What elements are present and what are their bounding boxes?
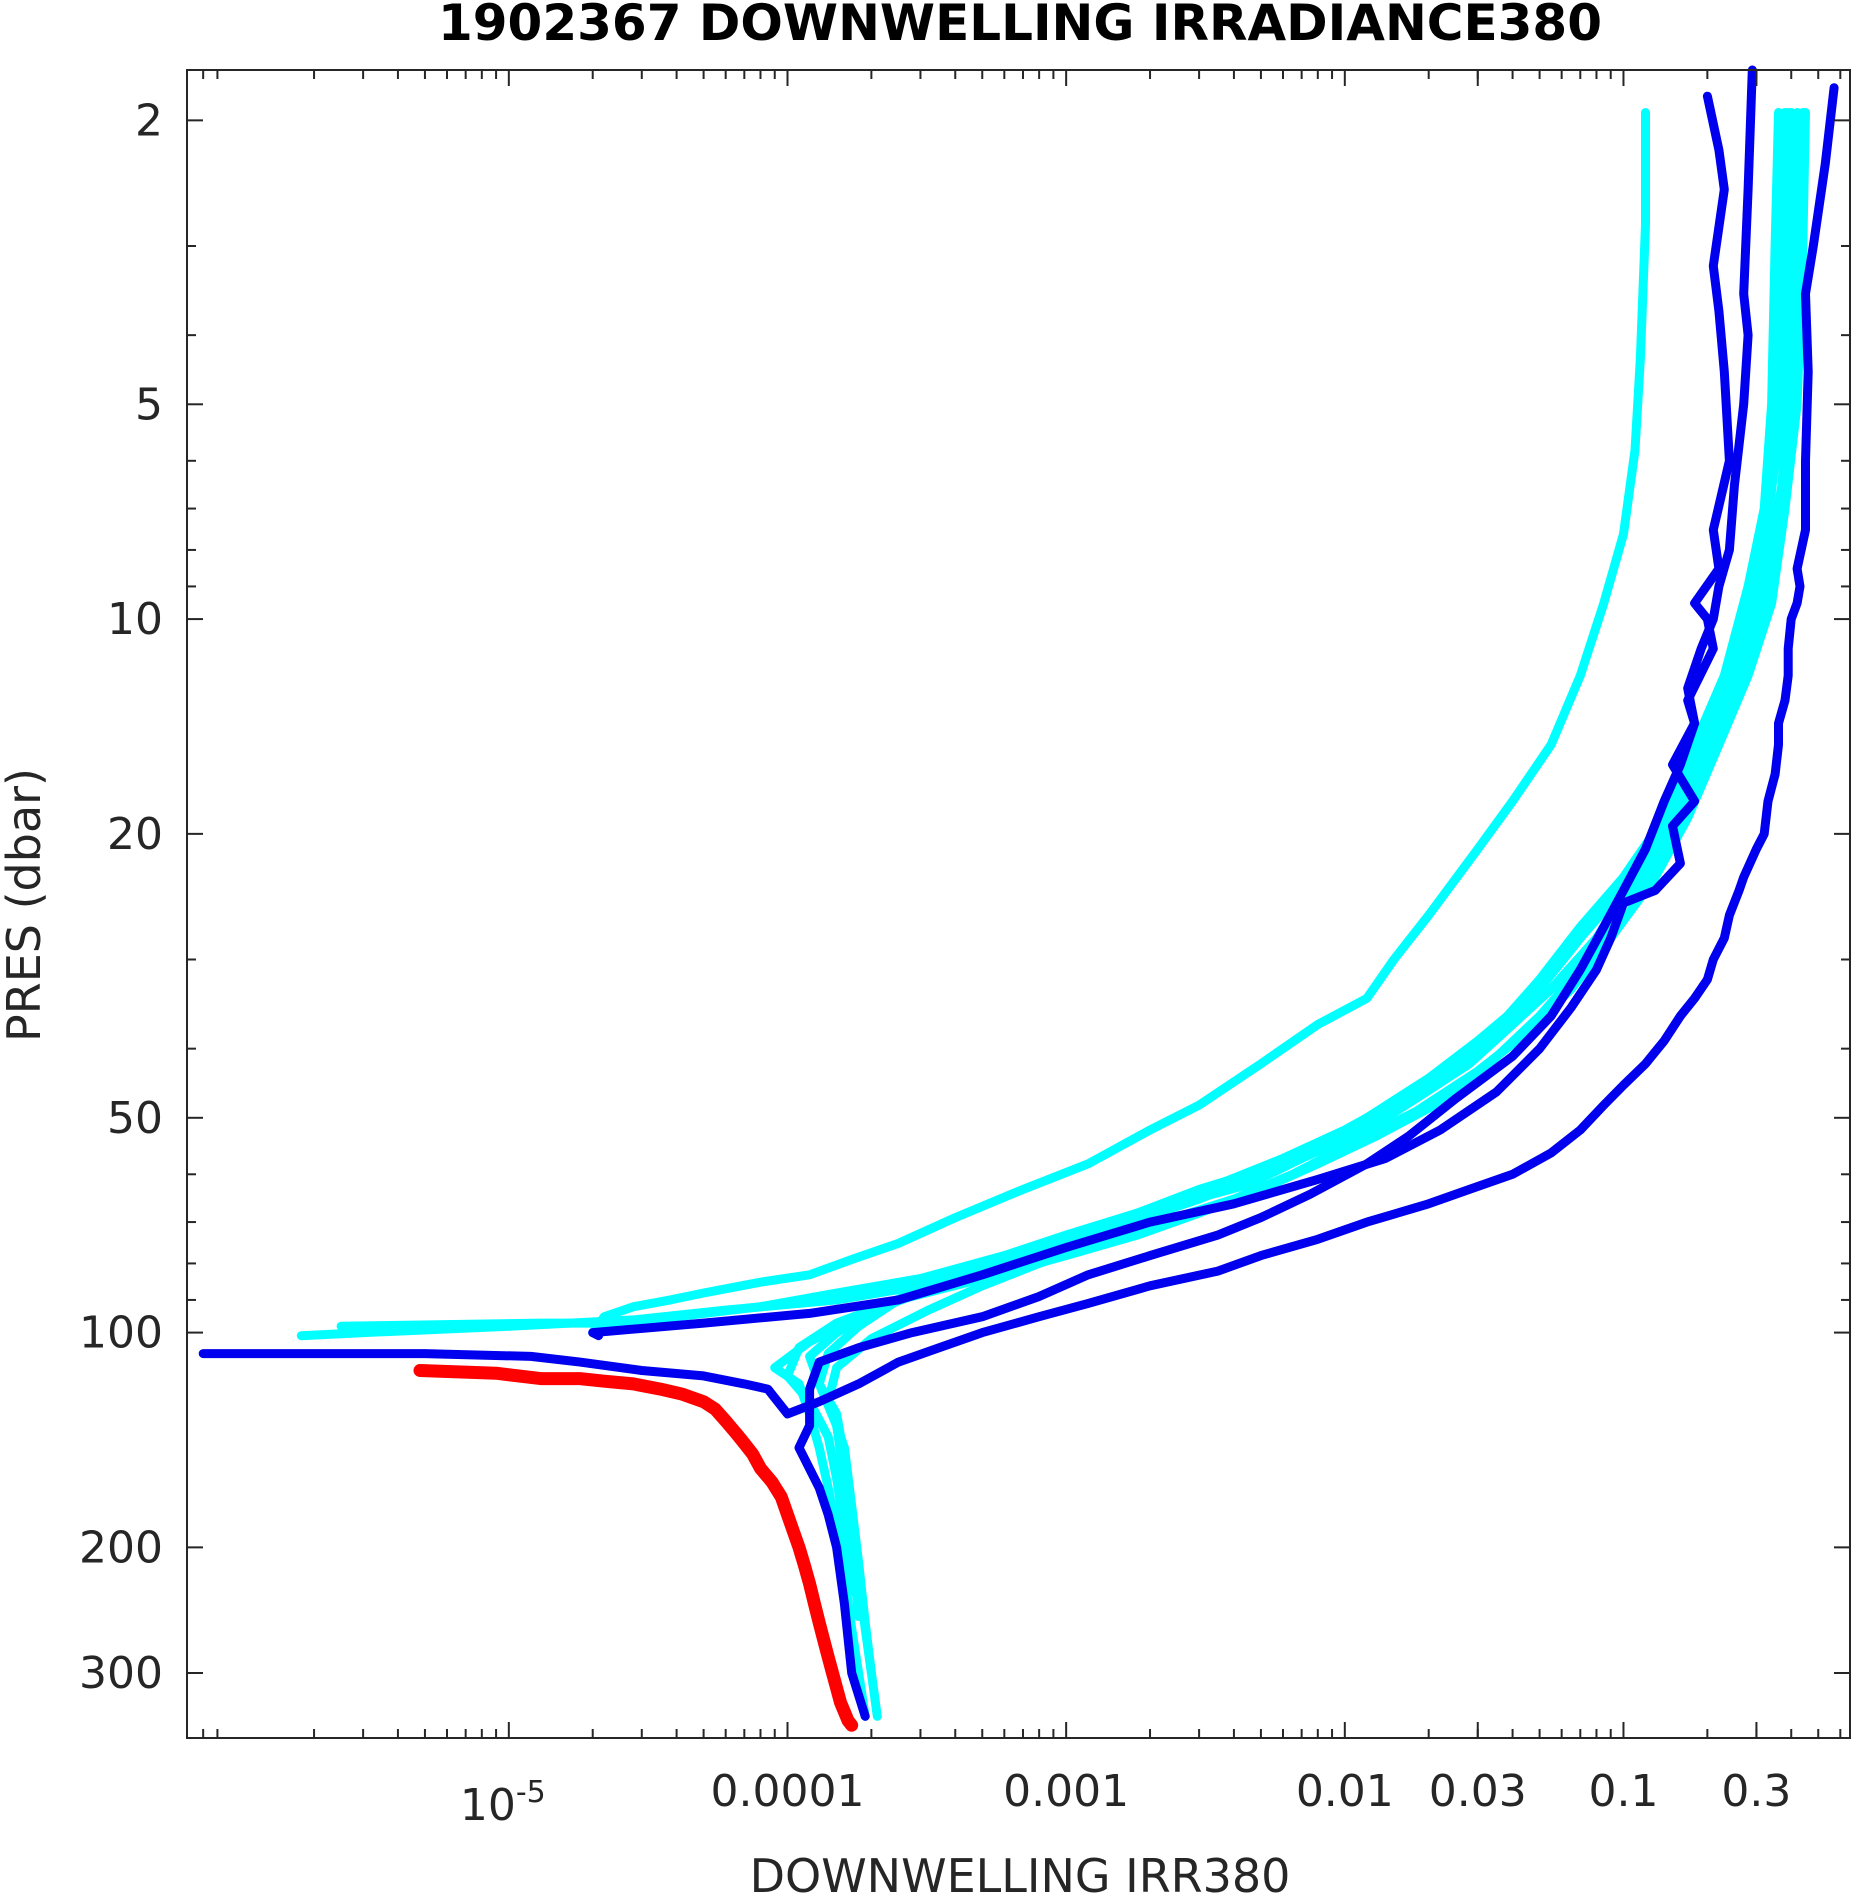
y-tick-label: 20 (107, 809, 163, 860)
x-tick-label: 0.0001 (711, 1766, 865, 1817)
series-layer (198, 65, 1839, 1732)
profile-line-blue-11 (198, 83, 1839, 1419)
x-axis-label: DOWNWELLING IRR380 (750, 1849, 1291, 1896)
y-tick-label: 100 (79, 1308, 163, 1359)
chart-title: 1902367 DOWNWELLING IRRADIANCE380 (438, 0, 1602, 52)
y-tick-label: 200 (79, 1522, 163, 1573)
profile-line-red-12 (413, 1364, 859, 1732)
plot-area: 10-5 0.0001 0.001 0.01 0.03 0.1 0.3 2 5 10 20 50 100… (79, 65, 1851, 1831)
x-tick-label: 0.03 (1429, 1766, 1527, 1817)
profile-line-cyan-1 (588, 108, 1650, 1338)
profile-line-cyan-8 (823, 108, 1810, 1678)
y-tick-label: 10 (107, 594, 163, 645)
y-tick-label: 5 (135, 379, 163, 430)
y-tick-label: 2 (135, 95, 163, 146)
axes-box (186, 69, 1851, 1739)
x-tick-label: 0.01 (1296, 1766, 1394, 1817)
x-tick-label: 0.3 (1721, 1766, 1791, 1817)
y-tick-label: 50 (107, 1093, 163, 1144)
tick-layer: 10-5 0.0001 0.001 0.01 0.03 0.1 0.3 2 5 10 20 50 100… (79, 70, 1850, 1831)
x-tick-label: 0.1 (1588, 1766, 1658, 1817)
x-tick-label: 10-5 (460, 1775, 546, 1831)
profile-line-blue-10 (794, 65, 1757, 1721)
y-tick-label: 300 (79, 1648, 163, 1699)
profile-line-blue-9 (588, 91, 1734, 1341)
x-tick-label: 0.001 (1003, 1766, 1129, 1817)
y-axis-label: PRES (dbar) (0, 768, 51, 1042)
